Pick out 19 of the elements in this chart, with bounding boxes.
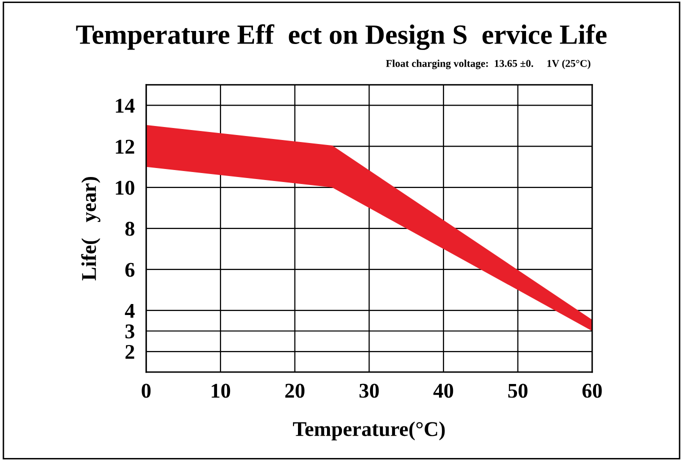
y-tick-label: 14	[116, 98, 135, 113]
x-axis-title: Temperature(°C)	[292, 421, 445, 440]
y-tick-label: 12	[116, 140, 134, 154]
x-tick-label: 40	[433, 384, 454, 398]
y-tick-label: 8	[125, 222, 134, 236]
x-tick-label: 50	[508, 384, 528, 398]
y-tick-label: 4	[124, 304, 135, 318]
y-tick-label: 6	[125, 262, 134, 277]
x-tick-label: 30	[360, 384, 379, 398]
y-tick-label: 3	[125, 324, 134, 338]
x-tick-label: 0	[142, 384, 151, 398]
x-tick-label: 10	[212, 384, 230, 398]
x-tick-label: 60	[582, 384, 602, 398]
y-axis-title: Life( year)	[81, 176, 100, 280]
y-tick-label: 2	[126, 344, 134, 359]
chart-subtitle: Float charging voltage: 13.65 ±0. 1V (25°C)	[386, 60, 590, 70]
y-tick-label: 10	[116, 180, 134, 195]
chart-title: Temperature Eff ect on Design S ervice Life	[76, 24, 607, 50]
x-tick-label: 20	[285, 384, 304, 398]
